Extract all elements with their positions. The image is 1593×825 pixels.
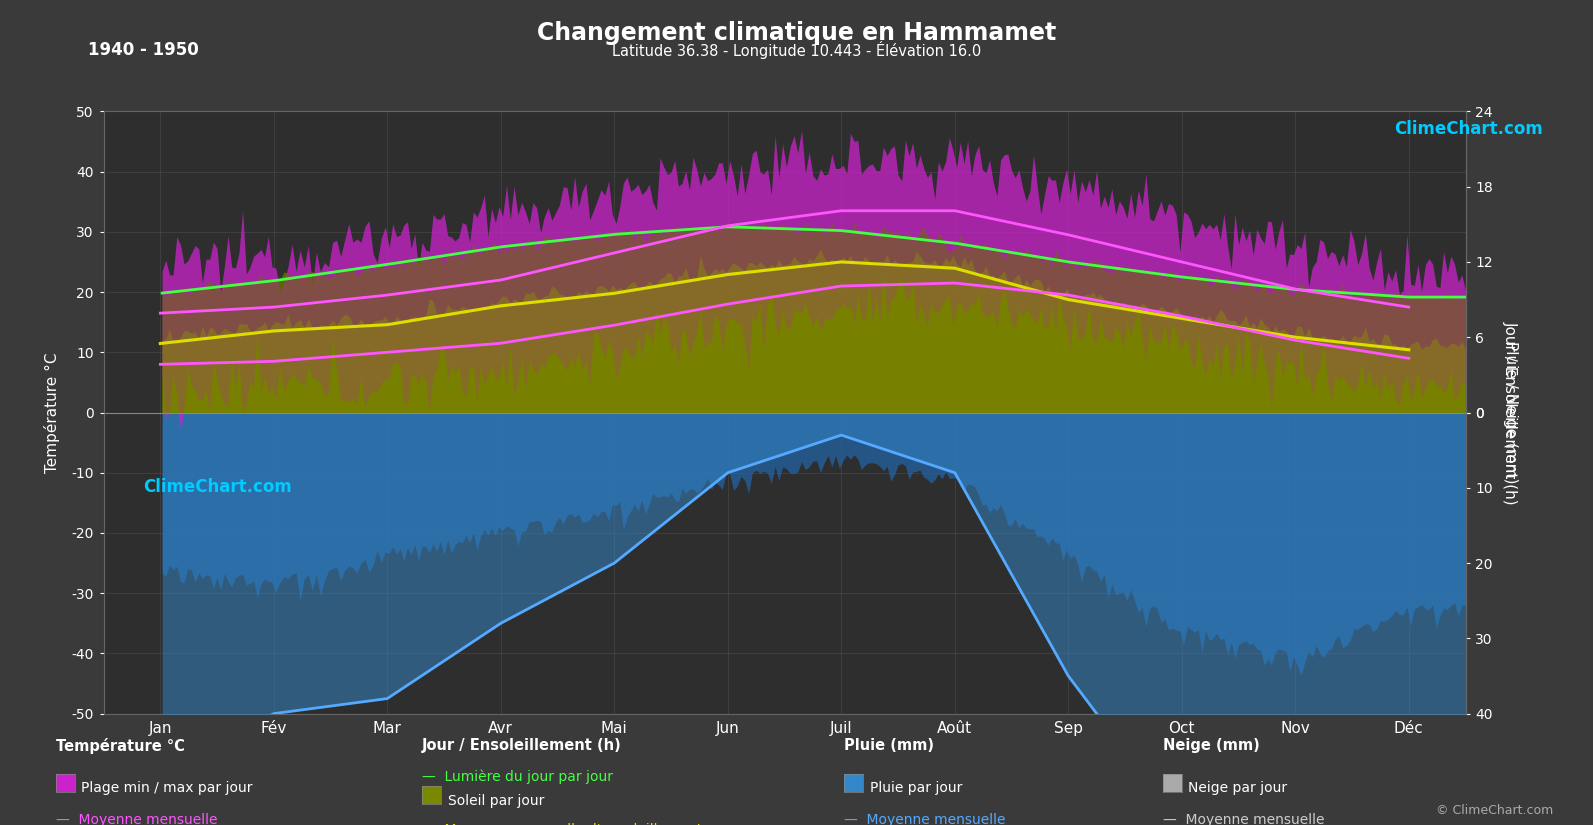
Text: © ClimeChart.com: © ClimeChart.com [1435, 804, 1553, 817]
Text: —  Lumière du jour par jour: — Lumière du jour par jour [422, 770, 613, 785]
Text: Neige (mm): Neige (mm) [1163, 738, 1260, 753]
Text: —  Moyenne mensuelle d'ensoleillement: — Moyenne mensuelle d'ensoleillement [422, 823, 703, 825]
Y-axis label: Pluie / Neige (mm): Pluie / Neige (mm) [1502, 342, 1518, 483]
Text: Pluie (mm): Pluie (mm) [844, 738, 933, 753]
Text: Pluie par jour: Pluie par jour [870, 781, 962, 795]
Text: —  Moyenne mensuelle: — Moyenne mensuelle [56, 813, 217, 825]
Text: Latitude 36.38 - Longitude 10.443 - Élévation 16.0: Latitude 36.38 - Longitude 10.443 - Élév… [612, 41, 981, 59]
Text: ClimeChart.com: ClimeChart.com [143, 478, 292, 497]
Text: 1940 - 1950: 1940 - 1950 [88, 41, 199, 59]
Text: Jour / Ensoleillement (h): Jour / Ensoleillement (h) [422, 738, 621, 753]
Text: Changement climatique en Hammamet: Changement climatique en Hammamet [537, 21, 1056, 45]
Text: ClimeChart.com: ClimeChart.com [1394, 120, 1542, 138]
Text: Température °C: Température °C [56, 738, 185, 754]
Text: —  Moyenne mensuelle: — Moyenne mensuelle [1163, 813, 1324, 825]
Text: —  Moyenne mensuelle: — Moyenne mensuelle [844, 813, 1005, 825]
Text: Plage min / max par jour: Plage min / max par jour [81, 781, 253, 795]
Y-axis label: Température °C: Température °C [45, 352, 61, 473]
Text: Neige par jour: Neige par jour [1188, 781, 1287, 795]
Y-axis label: Jour / Ensoleillement (h): Jour / Ensoleillement (h) [1504, 321, 1518, 504]
Text: Soleil par jour: Soleil par jour [448, 794, 543, 808]
